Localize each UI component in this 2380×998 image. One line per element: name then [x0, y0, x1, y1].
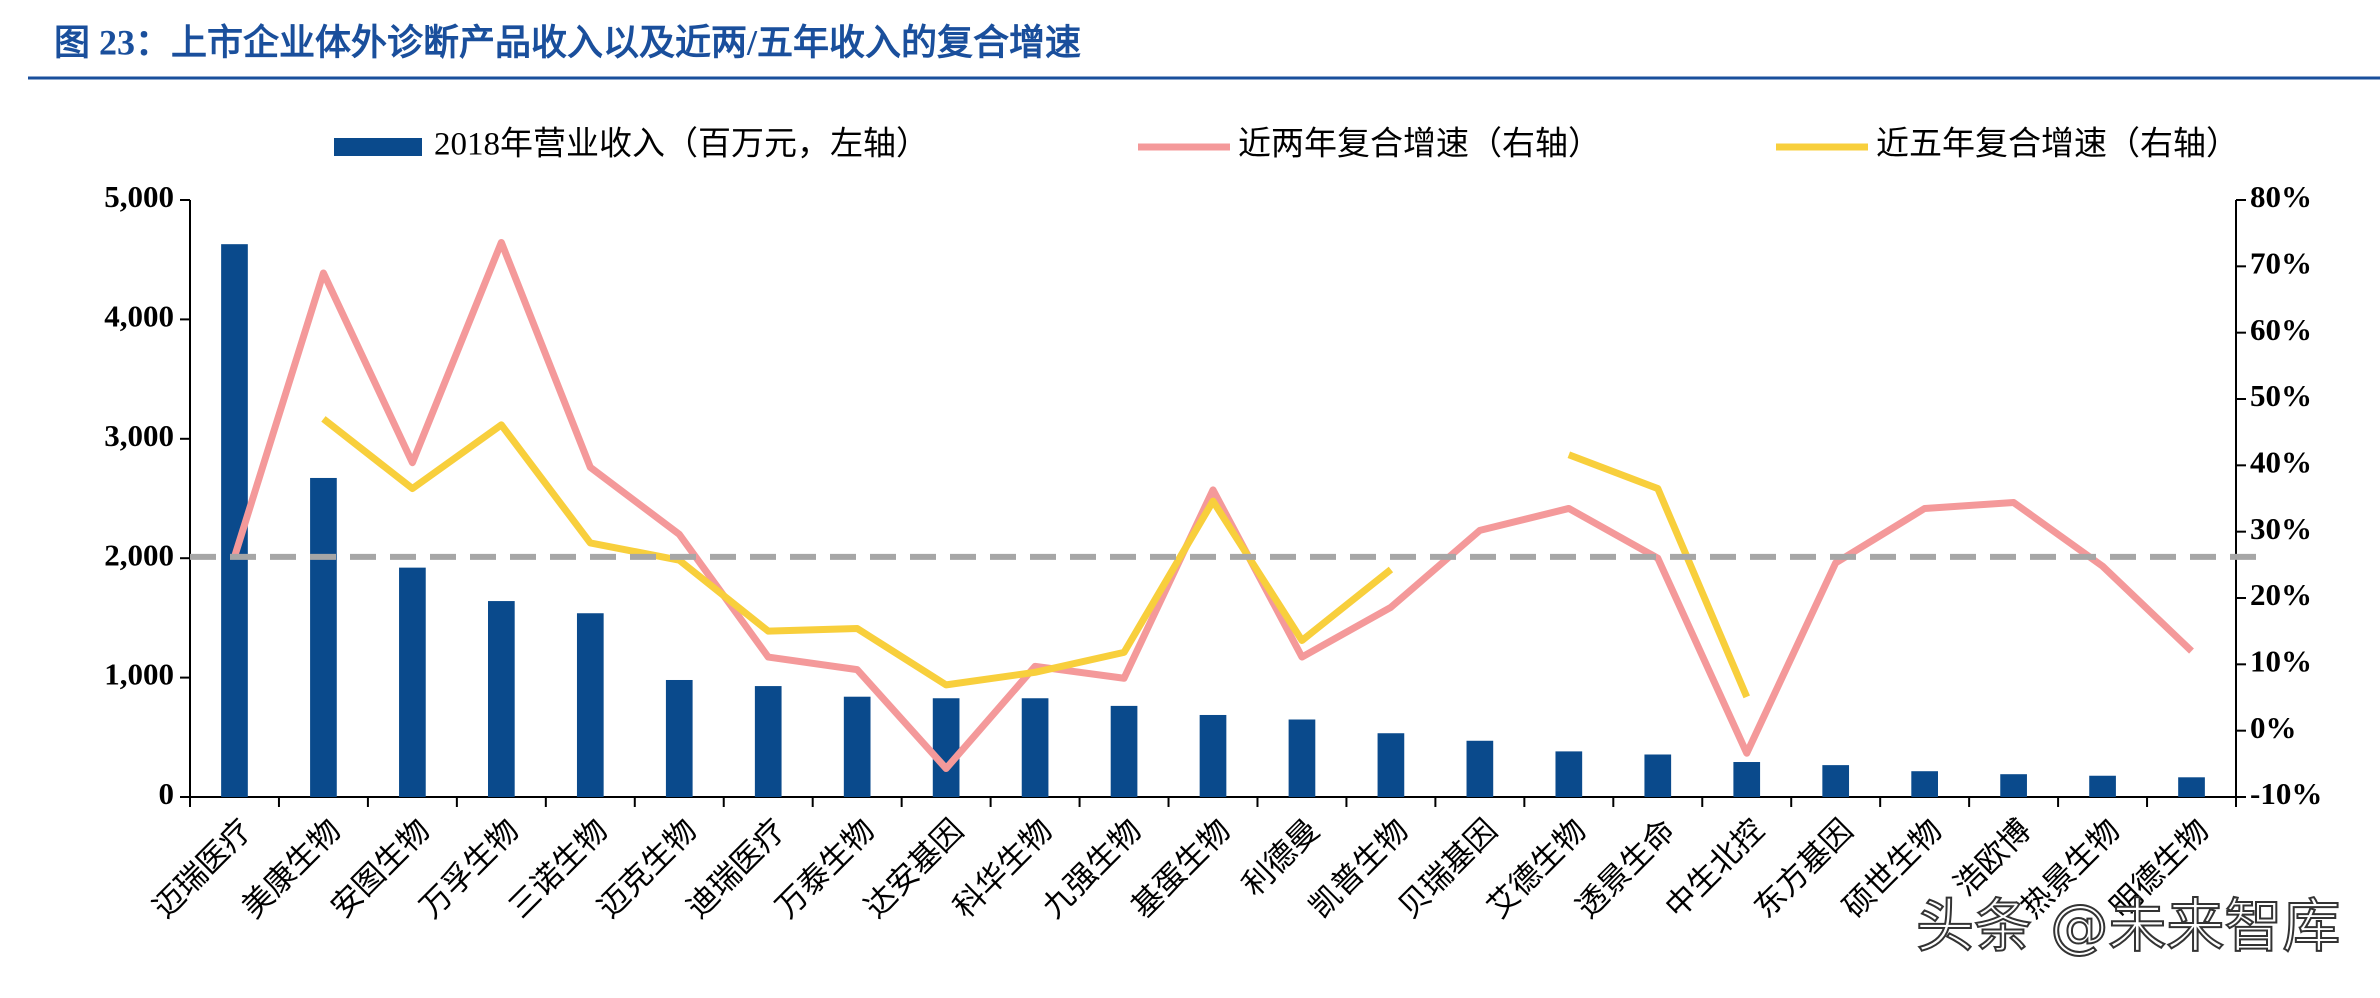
y-tick-label: 3,000	[104, 418, 174, 453]
bar	[1021, 698, 1049, 797]
y-tick-label: 5,000	[104, 179, 174, 214]
y2-tick-label: 20%	[2250, 577, 2312, 612]
legend-label: 近五年复合增速（右轴）	[1876, 126, 2239, 163]
y2-tick-label: 0%	[2250, 710, 2297, 745]
bar	[1466, 740, 1494, 797]
bar	[1555, 751, 1583, 797]
bar	[1911, 771, 1938, 797]
y-tick-label: 1,000	[104, 657, 174, 692]
bar	[2000, 774, 2027, 797]
bar	[1199, 714, 1227, 797]
bar	[399, 567, 426, 797]
bar	[2178, 777, 2205, 797]
legend-swatch	[334, 138, 422, 156]
x-tick-label: 基蛋生物	[1125, 812, 1237, 924]
y2-tick-label: 50%	[2250, 378, 2312, 413]
bar	[1110, 705, 1138, 797]
bar	[665, 679, 693, 797]
bar	[2089, 775, 2116, 797]
y-tick-label: 4,000	[104, 299, 174, 334]
chart-title: 图 23：上市企业体外诊断产品收入以及近两/五年收入的复合增速	[54, 21, 1081, 62]
y2-tick-label: 10%	[2250, 643, 2312, 678]
line	[231, 238, 2194, 772]
bar	[754, 686, 782, 797]
legend-label: 2018年营业收入（百万元，左轴）	[434, 126, 929, 163]
line	[321, 416, 1394, 689]
bar	[576, 613, 604, 797]
legend-label: 近两年复合增速（右轴）	[1238, 126, 1601, 163]
bar	[932, 698, 960, 797]
watermark: 头条 @未来智库	[1916, 892, 2340, 960]
bar	[1288, 719, 1316, 797]
line	[1567, 451, 1750, 699]
bar	[1377, 733, 1405, 797]
y2-tick-label: -10%	[2250, 776, 2322, 811]
y2-tick-label: 70%	[2250, 245, 2312, 280]
y-tick-label: 2,000	[104, 537, 174, 572]
y2-tick-label: 30%	[2250, 511, 2312, 546]
y-tick-label: 0	[159, 776, 175, 811]
y2-tick-label: 60%	[2250, 312, 2312, 347]
y2-tick-label: 40%	[2250, 444, 2312, 479]
bar	[1644, 754, 1672, 797]
bar	[488, 601, 515, 797]
y2-tick-label: 80%	[2250, 179, 2312, 214]
bar	[843, 696, 871, 797]
bar	[1733, 762, 1761, 797]
bar	[310, 477, 337, 797]
bar	[1822, 765, 1850, 797]
